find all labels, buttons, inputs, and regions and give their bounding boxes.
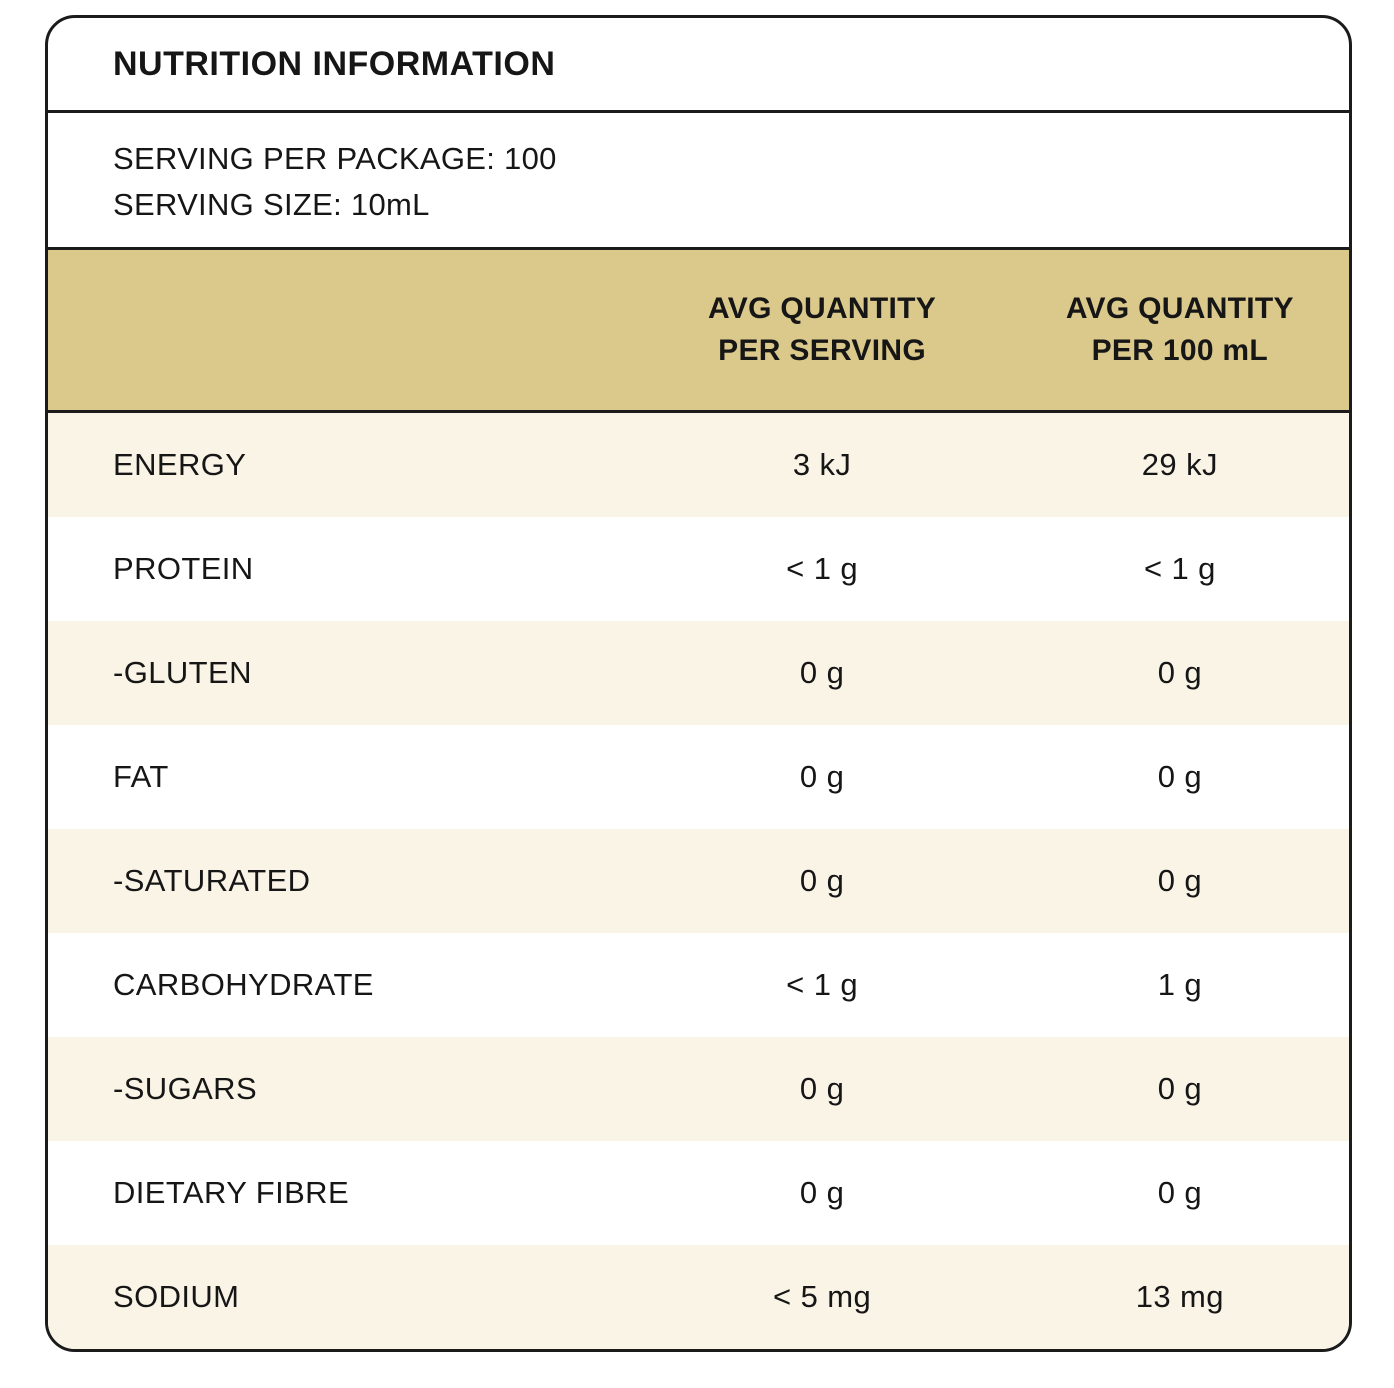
serving-size: SERVING SIZE: 10mL (113, 186, 430, 222)
value-per-100ml: 13 mg (1135, 1279, 1224, 1314)
value-per-100ml: 0 g (1157, 1175, 1202, 1210)
column-header-per-100ml: AVG QUANTITY PER 100 mL (1065, 292, 1294, 367)
serving-per-package: SERVING PER PACKAGE: 100 (113, 140, 557, 176)
value-per-serving: 0 g (799, 1071, 845, 1106)
table-row-gluten: -GLUTEN 0 g 0 g (48, 621, 1349, 725)
value-per-100ml: 0 g (1157, 1071, 1202, 1106)
value-per-serving: 0 g (799, 759, 845, 794)
table-body: ENERGY 3 kJ 29 kJ PROTEIN < 1 g < 1 g -G… (48, 413, 1349, 1349)
panel-header: NUTRITION INFORMATION (48, 18, 1349, 113)
row-label: FAT (113, 759, 169, 794)
value-per-serving: < 5 mg (773, 1279, 872, 1314)
value-per-100ml: 1 g (1157, 967, 1202, 1002)
row-label: CARBOHYDRATE (113, 967, 374, 1002)
serving-info: SERVING PER PACKAGE: 100 SERVING SIZE: 1… (48, 113, 1349, 250)
row-label: PROTEIN (113, 551, 254, 586)
table-row-fat: FAT 0 g 0 g (48, 725, 1349, 829)
nutrition-panel: NUTRITION INFORMATION SERVING PER PACKAG… (45, 15, 1352, 1352)
row-label: -SATURATED (113, 863, 311, 898)
value-per-serving: 0 g (799, 655, 845, 690)
value-per-serving: 0 g (799, 863, 845, 898)
value-per-100ml: 0 g (1157, 863, 1202, 898)
table-row-carbohydrate: CARBOHYDRATE < 1 g 1 g (48, 933, 1349, 1037)
row-label: -GLUTEN (113, 655, 252, 690)
table-row-saturated: -SATURATED 0 g 0 g (48, 829, 1349, 933)
value-per-100ml: 0 g (1157, 655, 1202, 690)
value-per-100ml: 29 kJ (1141, 447, 1218, 482)
table-row-sugars: -SUGARS 0 g 0 g (48, 1037, 1349, 1141)
table-row-protein: PROTEIN < 1 g < 1 g (48, 517, 1349, 621)
value-per-serving: 0 g (799, 1175, 845, 1210)
column-header-per-serving: AVG QUANTITY PER SERVING (708, 292, 937, 367)
value-per-serving: < 1 g (786, 967, 858, 1002)
panel-title: NUTRITION INFORMATION (113, 44, 556, 83)
value-per-serving: 3 kJ (792, 447, 852, 482)
value-per-100ml: 0 g (1157, 759, 1202, 794)
row-label: -SUGARS (113, 1071, 258, 1106)
row-label: SODIUM (113, 1279, 240, 1314)
table-row-sodium: SODIUM < 5 mg 13 mg (48, 1245, 1349, 1349)
row-label: ENERGY (113, 447, 247, 482)
value-per-serving: < 1 g (786, 551, 858, 586)
table-row-dietary-fibre: DIETARY FIBRE 0 g 0 g (48, 1141, 1349, 1245)
value-per-100ml: < 1 g (1143, 551, 1216, 586)
table-row-energy: ENERGY 3 kJ 29 kJ (48, 413, 1349, 517)
table-column-headers: AVG QUANTITY PER SERVING AVG QUANTITY PE… (48, 247, 1349, 413)
row-label: DIETARY FIBRE (113, 1175, 350, 1210)
